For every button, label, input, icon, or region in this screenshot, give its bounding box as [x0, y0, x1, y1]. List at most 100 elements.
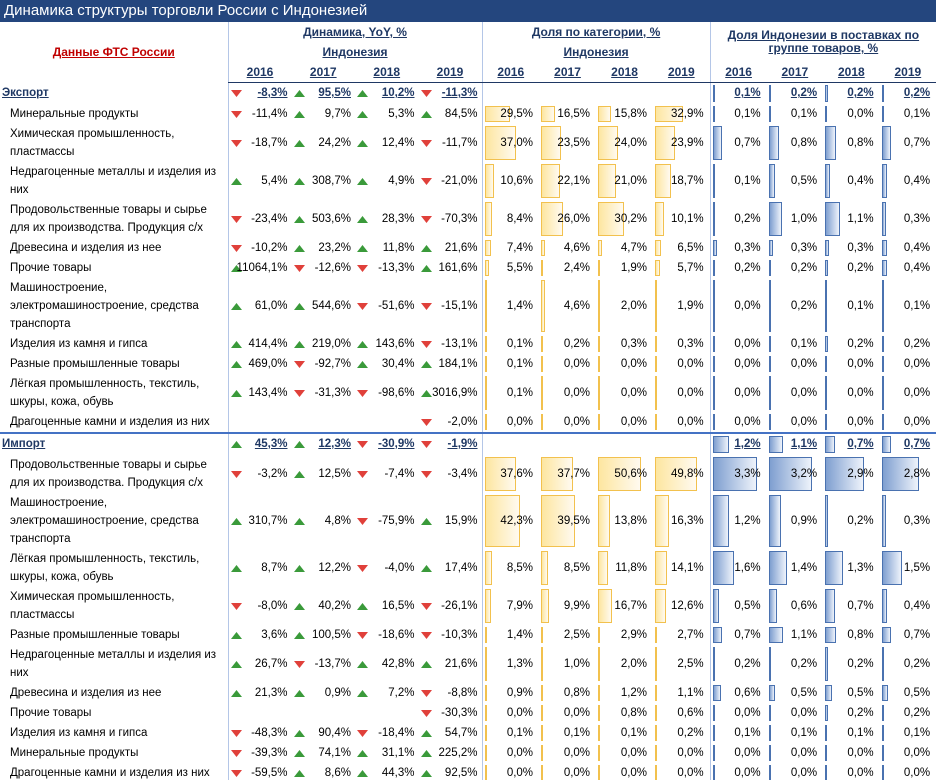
arrow-down	[293, 389, 305, 397]
yoy-cell: 7,2%	[355, 683, 419, 703]
share-value: 0,0%	[734, 766, 761, 779]
share-value: 0,0%	[563, 386, 591, 399]
share-value: 22,1%	[557, 174, 591, 187]
arrow-up	[357, 215, 368, 223]
share-cell: 0,0%	[880, 374, 936, 412]
value-wrap: -13,1%	[441, 334, 477, 354]
share-value: 0,0%	[563, 746, 591, 759]
data-row: Разные промышленные товары 469,0% -92,7% 30…	[0, 353, 936, 374]
share-cell: 0,0%	[767, 412, 824, 433]
arrow-down	[420, 441, 432, 448]
share-value: 0,0%	[903, 415, 931, 428]
share-value: 0,0%	[847, 386, 874, 399]
share-value: 0,5%	[847, 686, 874, 699]
share-value: 1,2%	[620, 686, 648, 699]
indonesia-share-bar	[712, 279, 715, 332]
indonesia-share-bar	[881, 435, 892, 453]
data-row: Минеральные продукты -39,3% 74,1% 31,1% 225,…	[0, 742, 936, 763]
indonesia-share-bar	[825, 646, 828, 681]
share-cell: 49,8%	[653, 455, 710, 493]
share-value: 1,3%	[506, 657, 534, 670]
share-cell: 1,5%	[880, 549, 936, 587]
share-bar	[655, 494, 669, 547]
yoy-cell: 24,2%	[292, 124, 356, 162]
value-wrap: 544,6%	[312, 278, 351, 334]
data-row: Недрагоценные металлы и изделия из них 5,…	[0, 161, 936, 200]
share-cell: 23,5%	[539, 124, 596, 162]
share-value: 0,0%	[903, 357, 931, 370]
arrow-down	[230, 244, 242, 252]
value-wrap: 184,1%	[439, 354, 478, 374]
indonesia-share-bar	[881, 201, 886, 236]
indonesia-share-bar	[712, 259, 716, 276]
share-bar	[655, 355, 658, 372]
yoy-cell: -3,2%	[227, 454, 292, 493]
indonesia-share-bar	[768, 201, 783, 236]
share-value: 6,5%	[677, 241, 704, 254]
share-value: 0,0%	[563, 766, 591, 779]
share-value: 0,0%	[734, 337, 761, 350]
share-bar	[484, 201, 492, 236]
arrow-shape	[357, 517, 368, 525]
share-bar	[598, 456, 642, 491]
year: 2016	[481, 62, 540, 83]
yoy-value: -23,4%	[251, 212, 288, 225]
indonesia-share-bar	[825, 355, 828, 372]
arrow-shape	[420, 264, 432, 272]
share-cell: 0,1%	[880, 723, 936, 743]
yoy-cell: 8,6%	[292, 763, 356, 780]
yoy-value: -10,3%	[441, 628, 478, 641]
arrow-down	[420, 340, 432, 348]
share-value: 0,0%	[506, 415, 534, 428]
arrow-down	[230, 729, 242, 737]
yoy-value: 7,2%	[388, 686, 415, 699]
share-cell: 11,8%	[596, 549, 653, 587]
share-cell: 1,3%	[823, 549, 880, 587]
yoy-value: 21,3%	[254, 686, 288, 699]
yoy-value: 54,7%	[444, 726, 478, 739]
share-cell: 0,0%	[767, 703, 824, 723]
share-cell: 0,1%	[481, 373, 540, 412]
yoy-value: 469,0%	[248, 357, 288, 370]
year: 2016	[227, 62, 292, 83]
yoy-cell: 4,9%	[355, 162, 419, 200]
share-cell: 0,0%	[823, 412, 880, 433]
share-value: 0,5%	[790, 174, 818, 187]
data-row: Машиностроение, электромашиностроение, с…	[0, 277, 936, 334]
share-value: 0,3%	[790, 241, 818, 254]
value-wrap: 100,5%	[312, 625, 351, 645]
yoy-cell: -39,3%	[227, 742, 292, 763]
share-cell: 8,5%	[539, 549, 596, 587]
yoy-cell: -13,7%	[292, 645, 356, 683]
value-wrap: -18,6%	[378, 625, 414, 645]
share-value: 0,3%	[903, 514, 931, 527]
share-value: 1,1%	[677, 686, 704, 699]
indonesia-share-bar	[768, 456, 812, 491]
share-bar	[598, 744, 601, 761]
share-value: 50,6%	[614, 467, 648, 480]
data-row: Недрагоценные металлы и изделия из них 26…	[0, 644, 936, 683]
share-value: 1,4%	[790, 561, 818, 574]
row-label: Лёгкая промышленность, текстиль, шкуры, …	[10, 377, 200, 408]
arrow-shape	[420, 564, 432, 572]
yoy-value: 308,7%	[311, 174, 351, 187]
arrow-down	[420, 90, 432, 98]
year-row: 2016 2017 2018 2019 2016 2017 2018 2019 2016 2017…	[0, 62, 936, 83]
arrow-up	[293, 470, 305, 478]
arrow-shape	[420, 302, 432, 310]
indonesia-share-bar	[712, 163, 715, 198]
value-wrap: -30,3%	[441, 703, 477, 723]
yoy-value: -26,1%	[441, 599, 478, 612]
value-wrap: -10,2%	[251, 238, 287, 258]
value-wrap: -11,7%	[442, 124, 478, 162]
yoy-value: -13,3%	[378, 261, 415, 274]
share-cell: 0,0%	[823, 763, 880, 780]
share-value: 5,5%	[506, 261, 534, 274]
share-bar	[484, 744, 487, 761]
yoy-cell: -4,0%	[355, 549, 419, 587]
value-wrap: -13,7%	[315, 645, 351, 683]
arrow-shape	[293, 602, 305, 610]
indonesia-share-bar	[768, 724, 771, 741]
share-value: 0,0%	[847, 746, 874, 759]
value-wrap: 95,5%	[318, 83, 351, 104]
